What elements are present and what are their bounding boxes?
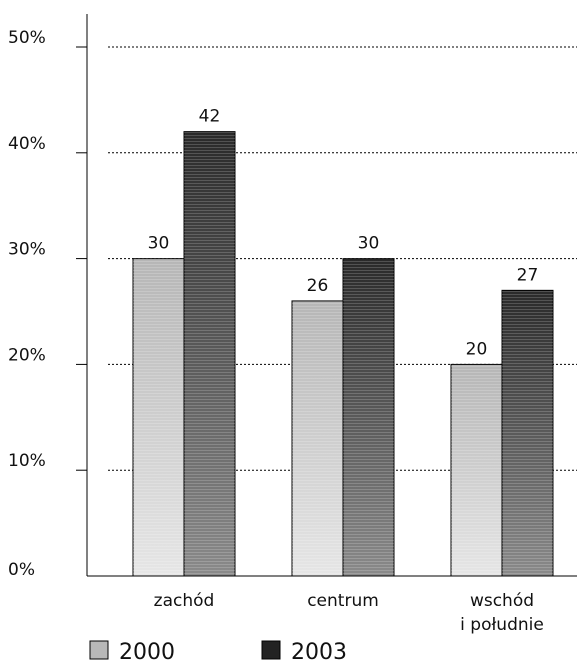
bar-texture [343, 258, 394, 576]
legend-label: 2000 [119, 640, 175, 662]
y-tick-label: 50% [8, 28, 46, 48]
bar-texture [292, 300, 343, 576]
legend-swatch-2000 [89, 640, 109, 660]
labels: 0% 10% 20% 30% 40% 50% 30 42 zachód 26 30 centrum 20… [8, 28, 544, 635]
bar-texture [451, 364, 502, 576]
legend-swatch-2003 [261, 640, 281, 660]
y-tick-label: 20% [8, 345, 46, 365]
data-label: 26 [307, 276, 329, 296]
bar-texture [184, 131, 235, 576]
y-tick-label: 40% [8, 134, 46, 154]
data-label: 30 [148, 234, 170, 254]
bar-texture [502, 290, 553, 576]
bars [132, 131, 554, 577]
data-label: 42 [199, 107, 221, 127]
x-tick-label: zachód [154, 591, 215, 611]
y-tick-label: 10% [8, 451, 46, 471]
data-label: 30 [358, 234, 380, 254]
y-tick-label: 0% [8, 560, 35, 580]
data-label: 27 [517, 265, 539, 285]
y-tick-label: 30% [8, 240, 46, 260]
x-tick-label: wschód [470, 591, 534, 611]
legend-label: 2003 [291, 640, 347, 662]
data-label: 20 [466, 339, 488, 359]
x-tick-label: i południe [460, 615, 544, 635]
x-tick-label: centrum [307, 591, 379, 611]
legend: 2000 2003 [89, 640, 347, 662]
bar-texture [133, 258, 184, 576]
